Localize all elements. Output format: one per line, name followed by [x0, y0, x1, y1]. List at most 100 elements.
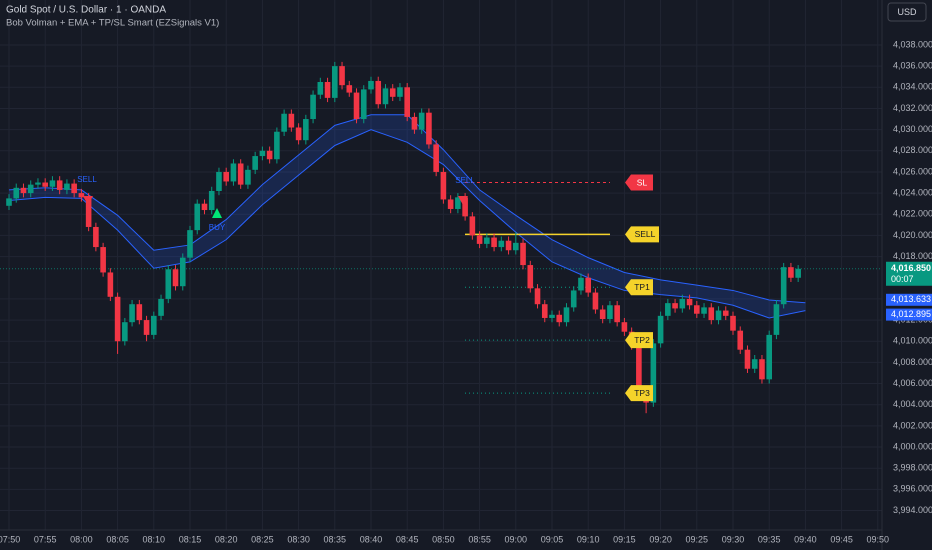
candle-body	[158, 298, 164, 316]
candle-body	[288, 113, 295, 128]
candle-body	[737, 330, 744, 350]
candle-body	[665, 303, 671, 316]
candle-body	[759, 359, 765, 380]
candle-body	[179, 257, 186, 287]
candle-body	[556, 314, 563, 323]
candle-body	[549, 314, 555, 318]
candle-body	[310, 94, 316, 120]
candle-body	[780, 267, 787, 305]
y-tick-label: 4,000.000	[893, 441, 932, 451]
signal-marker	[212, 208, 222, 218]
level-tag	[625, 332, 653, 349]
candle-body	[570, 290, 577, 308]
candle-body	[368, 80, 374, 90]
candle-body	[498, 240, 505, 248]
y-tick-label: 4,002.000	[893, 420, 932, 430]
candle-body	[476, 235, 483, 244]
candle-body	[773, 304, 780, 335]
candle-body	[418, 112, 425, 130]
candle-body	[42, 182, 48, 187]
candle-body	[672, 303, 678, 309]
x-tick-label: 08:40	[360, 534, 383, 544]
candle-body	[78, 193, 85, 198]
candle-body	[122, 322, 128, 342]
candle-body	[114, 296, 121, 342]
y-tick-label: 4,018.000	[893, 251, 932, 261]
band-price-box	[886, 293, 932, 306]
currency-label[interactable]: USD	[897, 7, 917, 17]
y-tick-label: 4,022.000	[893, 209, 932, 219]
candle-body	[332, 66, 338, 98]
candle-body	[722, 310, 729, 316]
y-tick-label: 4,038.000	[893, 39, 932, 49]
x-tick-label: 08:55	[468, 534, 491, 544]
candle-body	[694, 305, 700, 314]
y-tick-label: 4,024.000	[893, 187, 932, 197]
candle-body	[730, 315, 736, 331]
candle-body	[107, 272, 114, 297]
candle-body	[85, 197, 92, 227]
candle-body	[411, 116, 418, 130]
x-tick-label: 09:15	[613, 534, 636, 544]
signal-label: SELL	[455, 176, 475, 185]
candle-body	[56, 180, 63, 190]
y-tick-label: 4,032.000	[893, 103, 932, 113]
candle-body	[172, 269, 179, 287]
x-tick-label: 08:35	[324, 534, 347, 544]
candle-body	[491, 237, 497, 248]
candle-body	[27, 184, 34, 194]
y-tick-label: 4,008.000	[893, 357, 932, 367]
candle-body	[389, 88, 396, 97]
x-tick-label: 09:50	[867, 534, 890, 544]
candle-body	[194, 203, 201, 231]
signal-label: BUY	[209, 223, 226, 232]
band-price-box	[886, 308, 932, 321]
x-tick-label: 09:10	[577, 534, 600, 544]
candle-body	[165, 269, 172, 299]
candle-body	[20, 187, 27, 194]
band-price-label: 4,012.895	[891, 309, 931, 319]
candle-body	[614, 305, 620, 323]
candle-body	[520, 242, 526, 266]
x-tick-label: 07:50	[0, 534, 20, 544]
x-tick-label: 08:50	[432, 534, 455, 544]
candle-body	[484, 237, 490, 244]
x-tick-label: 09:00	[505, 534, 528, 544]
candle-body	[766, 334, 772, 380]
x-tick-label: 09:20	[649, 534, 672, 544]
candle-body	[469, 216, 476, 236]
x-tick-label: 09:45	[830, 534, 853, 544]
candle-body	[455, 197, 461, 209]
candle-body	[353, 92, 360, 120]
signal-marker	[458, 196, 468, 205]
y-tick-label: 4,034.000	[893, 82, 932, 92]
candle-body	[136, 304, 143, 321]
candle-body	[440, 171, 447, 200]
candle-body	[295, 127, 302, 141]
candle-body	[686, 298, 693, 306]
candle-body	[216, 171, 222, 191]
x-tick-label: 08:05	[106, 534, 129, 544]
x-tick-label: 08:30	[287, 534, 310, 544]
indicator-name: Bob Volman + EMA + TP/SL Smart (EZSignal…	[6, 18, 219, 29]
candle-body	[751, 359, 758, 369]
candle-body	[237, 163, 244, 185]
currency-button[interactable]	[887, 2, 927, 22]
candle-body	[324, 82, 331, 98]
x-tick-label: 09:05	[541, 534, 564, 544]
candle-body	[274, 131, 280, 160]
candle-body	[447, 199, 454, 209]
candle-body	[143, 320, 150, 335]
candle-body	[708, 307, 715, 321]
candle-body	[49, 180, 56, 187]
y-tick-label: 4,028.000	[893, 145, 932, 155]
candle-body	[541, 304, 548, 318]
candle-body	[657, 315, 664, 344]
candle-body	[621, 322, 628, 332]
candle-body	[650, 343, 657, 403]
candle-body	[636, 345, 642, 393]
candle-body	[129, 304, 135, 323]
x-tick-label: 09:30	[722, 534, 745, 544]
